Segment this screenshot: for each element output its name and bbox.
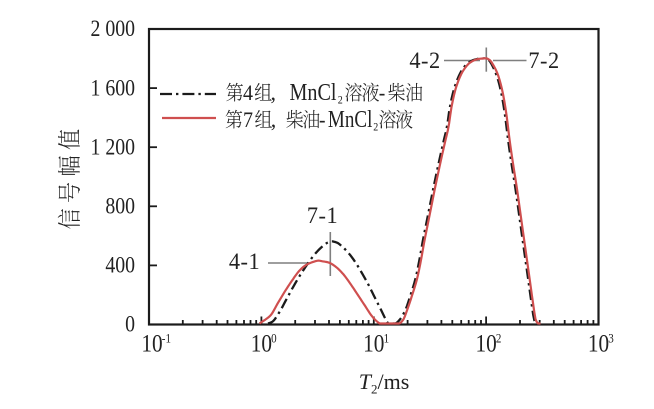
svg-text:2: 2 bbox=[496, 331, 502, 346]
svg-text:800: 800 bbox=[105, 193, 135, 219]
svg-text:400: 400 bbox=[105, 252, 135, 278]
svg-text:1 200: 1 200 bbox=[91, 134, 135, 160]
svg-text:4-1: 4-1 bbox=[229, 248, 260, 274]
svg-text:10: 10 bbox=[475, 330, 496, 358]
svg-text:7-1: 7-1 bbox=[307, 202, 338, 228]
svg-text:0: 0 bbox=[125, 311, 135, 337]
svg-text:-1: -1 bbox=[162, 331, 171, 346]
svg-text:1: 1 bbox=[384, 331, 390, 346]
svg-text:7: 7 bbox=[243, 107, 253, 132]
svg-text:,: , bbox=[271, 107, 277, 132]
svg-text:3: 3 bbox=[608, 331, 614, 346]
svg-text:,: , bbox=[271, 80, 277, 105]
svg-text:1 600: 1 600 bbox=[91, 75, 135, 101]
svg-text:10: 10 bbox=[251, 330, 272, 358]
svg-text:4: 4 bbox=[243, 80, 253, 105]
svg-text:T2/ms: T2/ms bbox=[359, 369, 410, 397]
svg-text:2 000: 2 000 bbox=[91, 16, 135, 42]
svg-text:MnCl: MnCl bbox=[290, 80, 337, 106]
svg-text:10: 10 bbox=[363, 330, 384, 358]
svg-text:10: 10 bbox=[141, 330, 162, 358]
svg-text:MnCl: MnCl bbox=[328, 107, 373, 133]
svg-text:-: - bbox=[319, 107, 326, 132]
svg-text:-: - bbox=[379, 80, 386, 105]
svg-text:10: 10 bbox=[588, 330, 609, 358]
svg-text:2: 2 bbox=[373, 120, 378, 134]
svg-text:2: 2 bbox=[338, 93, 343, 107]
svg-text:4-2: 4-2 bbox=[409, 47, 440, 73]
svg-text:7-2: 7-2 bbox=[528, 47, 559, 73]
svg-text:0: 0 bbox=[271, 331, 277, 346]
